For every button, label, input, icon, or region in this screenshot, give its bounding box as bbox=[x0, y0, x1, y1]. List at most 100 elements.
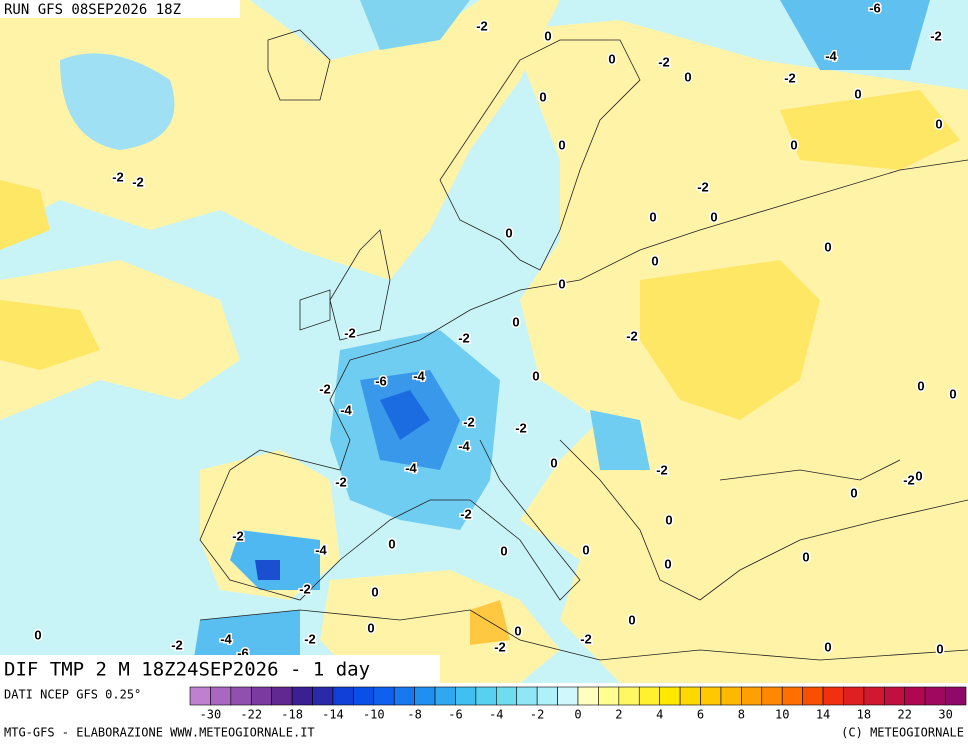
contour-label: 0 bbox=[539, 89, 546, 104]
contour-label: 0 bbox=[532, 368, 539, 383]
contour-label: -4 bbox=[413, 368, 425, 383]
colorbar-label: -18 bbox=[281, 708, 303, 722]
colorbar-swatch bbox=[679, 686, 701, 706]
map-title: DIF TMP 2 M 18Z24SEP2026 - 1 day bbox=[4, 659, 370, 681]
contour-label: 0 bbox=[664, 556, 671, 571]
warm-core bbox=[640, 260, 820, 420]
source-label: DATI NCEP GFS 0.25° bbox=[4, 688, 141, 702]
contour-label: 0 bbox=[608, 51, 615, 66]
contour-label: 0 bbox=[550, 455, 557, 470]
contour-label: 0 bbox=[544, 28, 551, 43]
contour-label: 0 bbox=[514, 623, 521, 638]
colorbar-swatch bbox=[189, 686, 211, 706]
colorbar-label: -6 bbox=[448, 708, 462, 722]
colorbar-swatch bbox=[659, 686, 681, 706]
colorbar-swatch bbox=[638, 686, 660, 706]
colorbar-swatch bbox=[230, 686, 252, 706]
contour-label: -4 bbox=[825, 48, 837, 63]
warm-area bbox=[0, 260, 240, 420]
colorbar-swatch bbox=[250, 686, 272, 706]
contour-label: 0 bbox=[802, 549, 809, 564]
colorbar-swatch bbox=[904, 686, 926, 706]
contour-label: 0 bbox=[917, 378, 924, 393]
contour-label: 0 bbox=[949, 386, 956, 401]
contour-label: -2 bbox=[656, 462, 668, 477]
contour-label: -2 bbox=[460, 506, 472, 521]
contour-label: -2 bbox=[580, 631, 592, 646]
colorbar-swatch bbox=[924, 686, 946, 706]
contour-label: 0 bbox=[850, 485, 857, 500]
contour-label: 0 bbox=[651, 253, 658, 268]
colorbar-swatch bbox=[863, 686, 885, 706]
colorbar-swatch bbox=[536, 686, 558, 706]
colorbar-swatch bbox=[353, 686, 375, 706]
colorbar-label: -8 bbox=[407, 708, 421, 722]
credit-label: MTG-GFS - ELABORAZIONE WWW.METEOGIORNALE… bbox=[4, 726, 315, 740]
colorbar-label: 18 bbox=[857, 708, 871, 722]
contour-label: 0 bbox=[684, 69, 691, 84]
contour-label: -6 bbox=[869, 0, 881, 15]
contour-label: 0 bbox=[935, 116, 942, 131]
contour-label: -2 bbox=[476, 18, 488, 33]
colorbar-label: 2 bbox=[615, 708, 622, 722]
coastline bbox=[199, 609, 968, 661]
coastline bbox=[199, 359, 581, 601]
contour-label: -2 bbox=[112, 169, 124, 184]
contour-label: -2 bbox=[304, 631, 316, 646]
coastlines bbox=[199, 29, 968, 661]
contour-label: -2 bbox=[515, 420, 527, 435]
contour-label: 0 bbox=[710, 209, 717, 224]
contour-label: 0 bbox=[649, 209, 656, 224]
colorbar-label: -4 bbox=[489, 708, 503, 722]
colorbar-swatch bbox=[741, 686, 763, 706]
colorbar-swatch bbox=[781, 686, 803, 706]
contour-label: -2 bbox=[784, 70, 796, 85]
colorbar-swatch bbox=[761, 686, 783, 706]
coastline bbox=[299, 289, 331, 331]
colorbar-label: 14 bbox=[816, 708, 830, 722]
colorbar-label: 4 bbox=[656, 708, 663, 722]
contour-label: -2 bbox=[658, 54, 670, 69]
contour-label: 0 bbox=[512, 314, 519, 329]
cold-area bbox=[360, 0, 470, 50]
colorbar-swatch bbox=[393, 686, 415, 706]
contour-label: -2 bbox=[903, 472, 915, 487]
cold-areas bbox=[60, 0, 930, 683]
colorbar-label: -10 bbox=[363, 708, 385, 722]
colorbar-swatch bbox=[455, 686, 477, 706]
colorbar-swatch bbox=[210, 686, 232, 706]
contour-label: 0 bbox=[854, 86, 861, 101]
contour-label: -2 bbox=[319, 381, 331, 396]
contour-label: 0 bbox=[824, 239, 831, 254]
warm-core bbox=[780, 90, 960, 170]
contour-label: -2 bbox=[930, 28, 942, 43]
colorbar-swatch bbox=[700, 686, 722, 706]
colorbar-label: -30 bbox=[200, 708, 222, 722]
colorbar-swatch bbox=[557, 686, 579, 706]
strong-warm-areas bbox=[0, 90, 960, 645]
cold-area bbox=[780, 0, 930, 70]
colorbar-swatch bbox=[945, 686, 967, 706]
colorbar-swatch bbox=[312, 686, 334, 706]
colorbar-swatch bbox=[291, 686, 313, 706]
contour-label: 0 bbox=[371, 584, 378, 599]
coastline bbox=[267, 29, 331, 101]
copyright-label: (C) METEOGIORNALE bbox=[841, 726, 964, 740]
colorbar-swatch bbox=[332, 686, 354, 706]
contour-label: -2 bbox=[299, 581, 311, 596]
contour-label: 0 bbox=[824, 639, 831, 654]
contour-label: 0 bbox=[500, 543, 507, 558]
colorbar-label: 22 bbox=[898, 708, 912, 722]
title-box bbox=[0, 655, 440, 683]
colorbar-swatch bbox=[720, 686, 742, 706]
contour-label: -2 bbox=[626, 328, 638, 343]
colorbar-swatch bbox=[271, 686, 293, 706]
contour-label: 0 bbox=[790, 137, 797, 152]
contour-label: 0 bbox=[558, 137, 565, 152]
coastline bbox=[439, 39, 641, 271]
colorbar-swatch bbox=[373, 686, 395, 706]
colorbar-swatch bbox=[516, 686, 538, 706]
contour-label: 0 bbox=[367, 620, 374, 635]
